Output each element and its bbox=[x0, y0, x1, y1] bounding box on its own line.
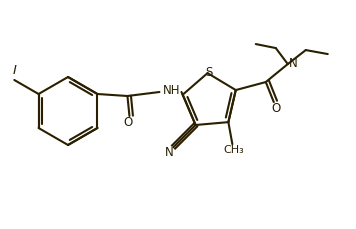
Text: I: I bbox=[12, 64, 16, 77]
Text: CH₃: CH₃ bbox=[223, 145, 244, 155]
Text: S: S bbox=[205, 65, 212, 79]
Text: N: N bbox=[288, 57, 297, 70]
Text: NH: NH bbox=[162, 84, 180, 96]
Text: N: N bbox=[165, 145, 174, 158]
Text: O: O bbox=[124, 115, 133, 128]
Text: O: O bbox=[271, 101, 281, 114]
